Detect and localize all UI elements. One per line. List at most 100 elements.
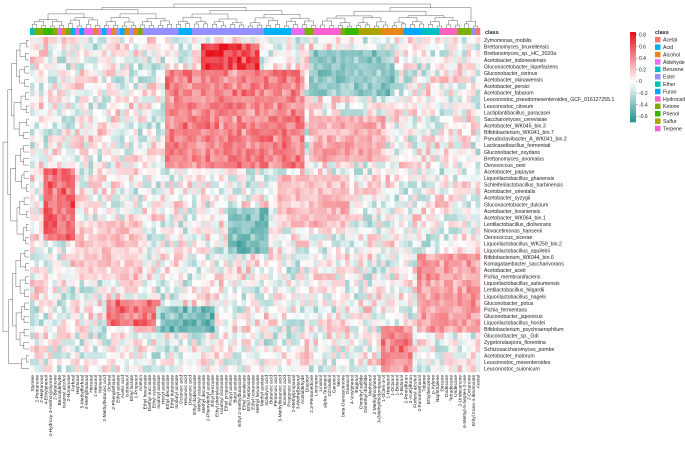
heatmap-cell [430,253,436,261]
heatmap-cell [120,102,125,110]
heatmap-cell [201,128,206,136]
heatmap-cell [219,102,224,110]
heatmap-cell [466,174,472,182]
heatmap-cell [313,266,319,274]
heatmap-cell [43,247,49,255]
heatmap-cell [340,142,346,149]
heatmap-cell [273,50,278,58]
heatmap-cell [201,220,206,228]
class-annotation-cell [457,28,463,35]
heatmap-cell [124,142,130,149]
dendrogram-branch [239,24,245,28]
heatmap-cell [187,306,193,314]
heatmap-cell [142,122,148,130]
heatmap-cell [178,339,184,347]
class-annotation-cell [246,28,251,35]
heatmap-cell [30,207,35,215]
heatmap-cell [142,56,148,64]
heatmap-cell [349,161,355,169]
class-annotation-cell [322,28,328,35]
heatmap-cell [358,142,364,149]
heatmap-cell [408,339,413,347]
heatmap-cell [295,128,301,136]
heatmap-cell [471,266,476,274]
heatmap-cell [124,273,130,281]
heatmap-cell [169,56,175,64]
heatmap-cell [169,181,175,189]
dendrogram-branch [106,21,116,26]
heatmap-cell [228,247,233,255]
heatmap-cell [223,122,229,130]
heatmap-cell [111,214,116,222]
heatmap-cell [39,43,44,51]
heatmap-cell [196,240,202,248]
heatmap-cell [259,37,265,44]
heatmap-cell [52,280,58,287]
heatmap-cell [52,142,58,149]
heatmap-cell [255,89,260,97]
dendrogram-branch [47,13,85,20]
heatmap-cell [237,181,242,189]
heatmap-cell [115,188,121,195]
heatmap-cell [457,214,463,222]
heatmap-cell [282,326,287,333]
heatmap-cell [39,253,44,261]
dendrogram-branch [15,312,22,340]
heatmap-cell [426,260,431,268]
heatmap-cell [295,181,301,189]
heatmap-cell [327,273,332,281]
heatmap-cell [205,56,211,64]
heatmap-cell [187,82,193,90]
heatmap-cell [70,142,76,149]
heatmap-cell [385,234,391,241]
heatmap-cell [475,220,481,228]
heatmap-cell [264,326,269,333]
heatmap-cell [169,319,175,327]
heatmap-cell [124,227,130,235]
heatmap-cell [394,63,400,71]
heatmap-cell [462,142,467,149]
heatmap-cell [255,142,260,149]
heatmap-cell [417,280,422,287]
heatmap-cell [345,50,350,58]
heatmap-cell [327,220,332,228]
heatmap-cell [66,76,71,84]
heatmap-cell [300,319,305,327]
heatmap-cell [115,181,121,189]
heatmap-cell [327,293,332,301]
heatmap-cell [228,293,233,301]
heatmap-cell [201,240,206,248]
heatmap-cell [408,135,413,143]
heatmap-cell [219,326,224,333]
heatmap-cell [93,286,98,294]
heatmap-cell [439,260,445,268]
heatmap-cell [241,326,247,333]
heatmap-cell [246,115,251,123]
heatmap-cell [192,326,197,333]
heatmap-cell [187,122,193,130]
heatmap-cell [327,227,332,235]
heatmap-cell [151,286,157,294]
heatmap-cell [246,266,251,274]
heatmap-cell [84,227,89,235]
heatmap-cell [268,155,274,163]
heatmap-cell [264,102,269,110]
heatmap-cell [394,168,400,176]
heatmap-cell [39,63,44,71]
heatmap-cell [295,253,301,261]
heatmap-cell [336,174,341,182]
heatmap-cell [412,253,418,261]
heatmap-cell [246,201,251,209]
heatmap-cell [457,332,463,340]
dendrogram-branch [32,23,38,28]
heatmap-cell [133,234,139,241]
heatmap-cell [52,266,58,274]
heatmap-cell [39,299,44,307]
heatmap-cell [331,312,337,320]
heatmap-cell [354,128,359,136]
class-annotation-cell [210,28,215,35]
heatmap-cell [466,82,472,90]
heatmap-cell [354,174,359,182]
heatmap-cell [390,50,395,58]
class-annotation-cell [192,28,197,35]
